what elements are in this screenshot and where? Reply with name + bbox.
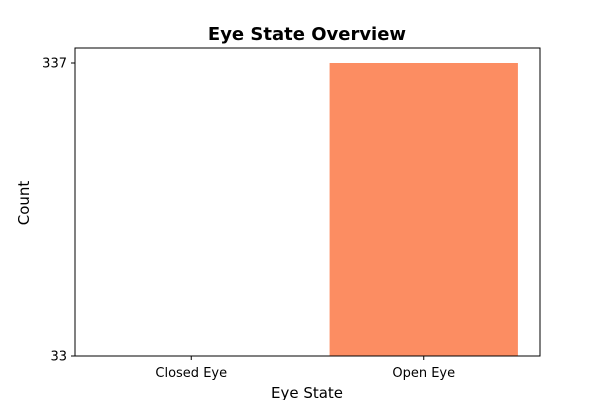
- x-axis-label: Eye State: [271, 384, 343, 400]
- y-tick-label: 337: [42, 57, 67, 72]
- x-tick-label: Open Eye: [392, 366, 455, 381]
- bars-group: [329, 63, 518, 356]
- bar-open-eye: [329, 63, 518, 356]
- y-axis-ticks: 33 337: [42, 57, 75, 365]
- y-axis-label: Count: [15, 181, 33, 226]
- chart-title: Eye State Overview: [208, 24, 406, 45]
- plot-area-frame: [74, 47, 541, 357]
- y-tick-label: 33: [50, 350, 67, 365]
- x-axis-ticks: Closed Eye Open Eye: [155, 356, 455, 381]
- x-tick-label: Closed Eye: [155, 366, 227, 381]
